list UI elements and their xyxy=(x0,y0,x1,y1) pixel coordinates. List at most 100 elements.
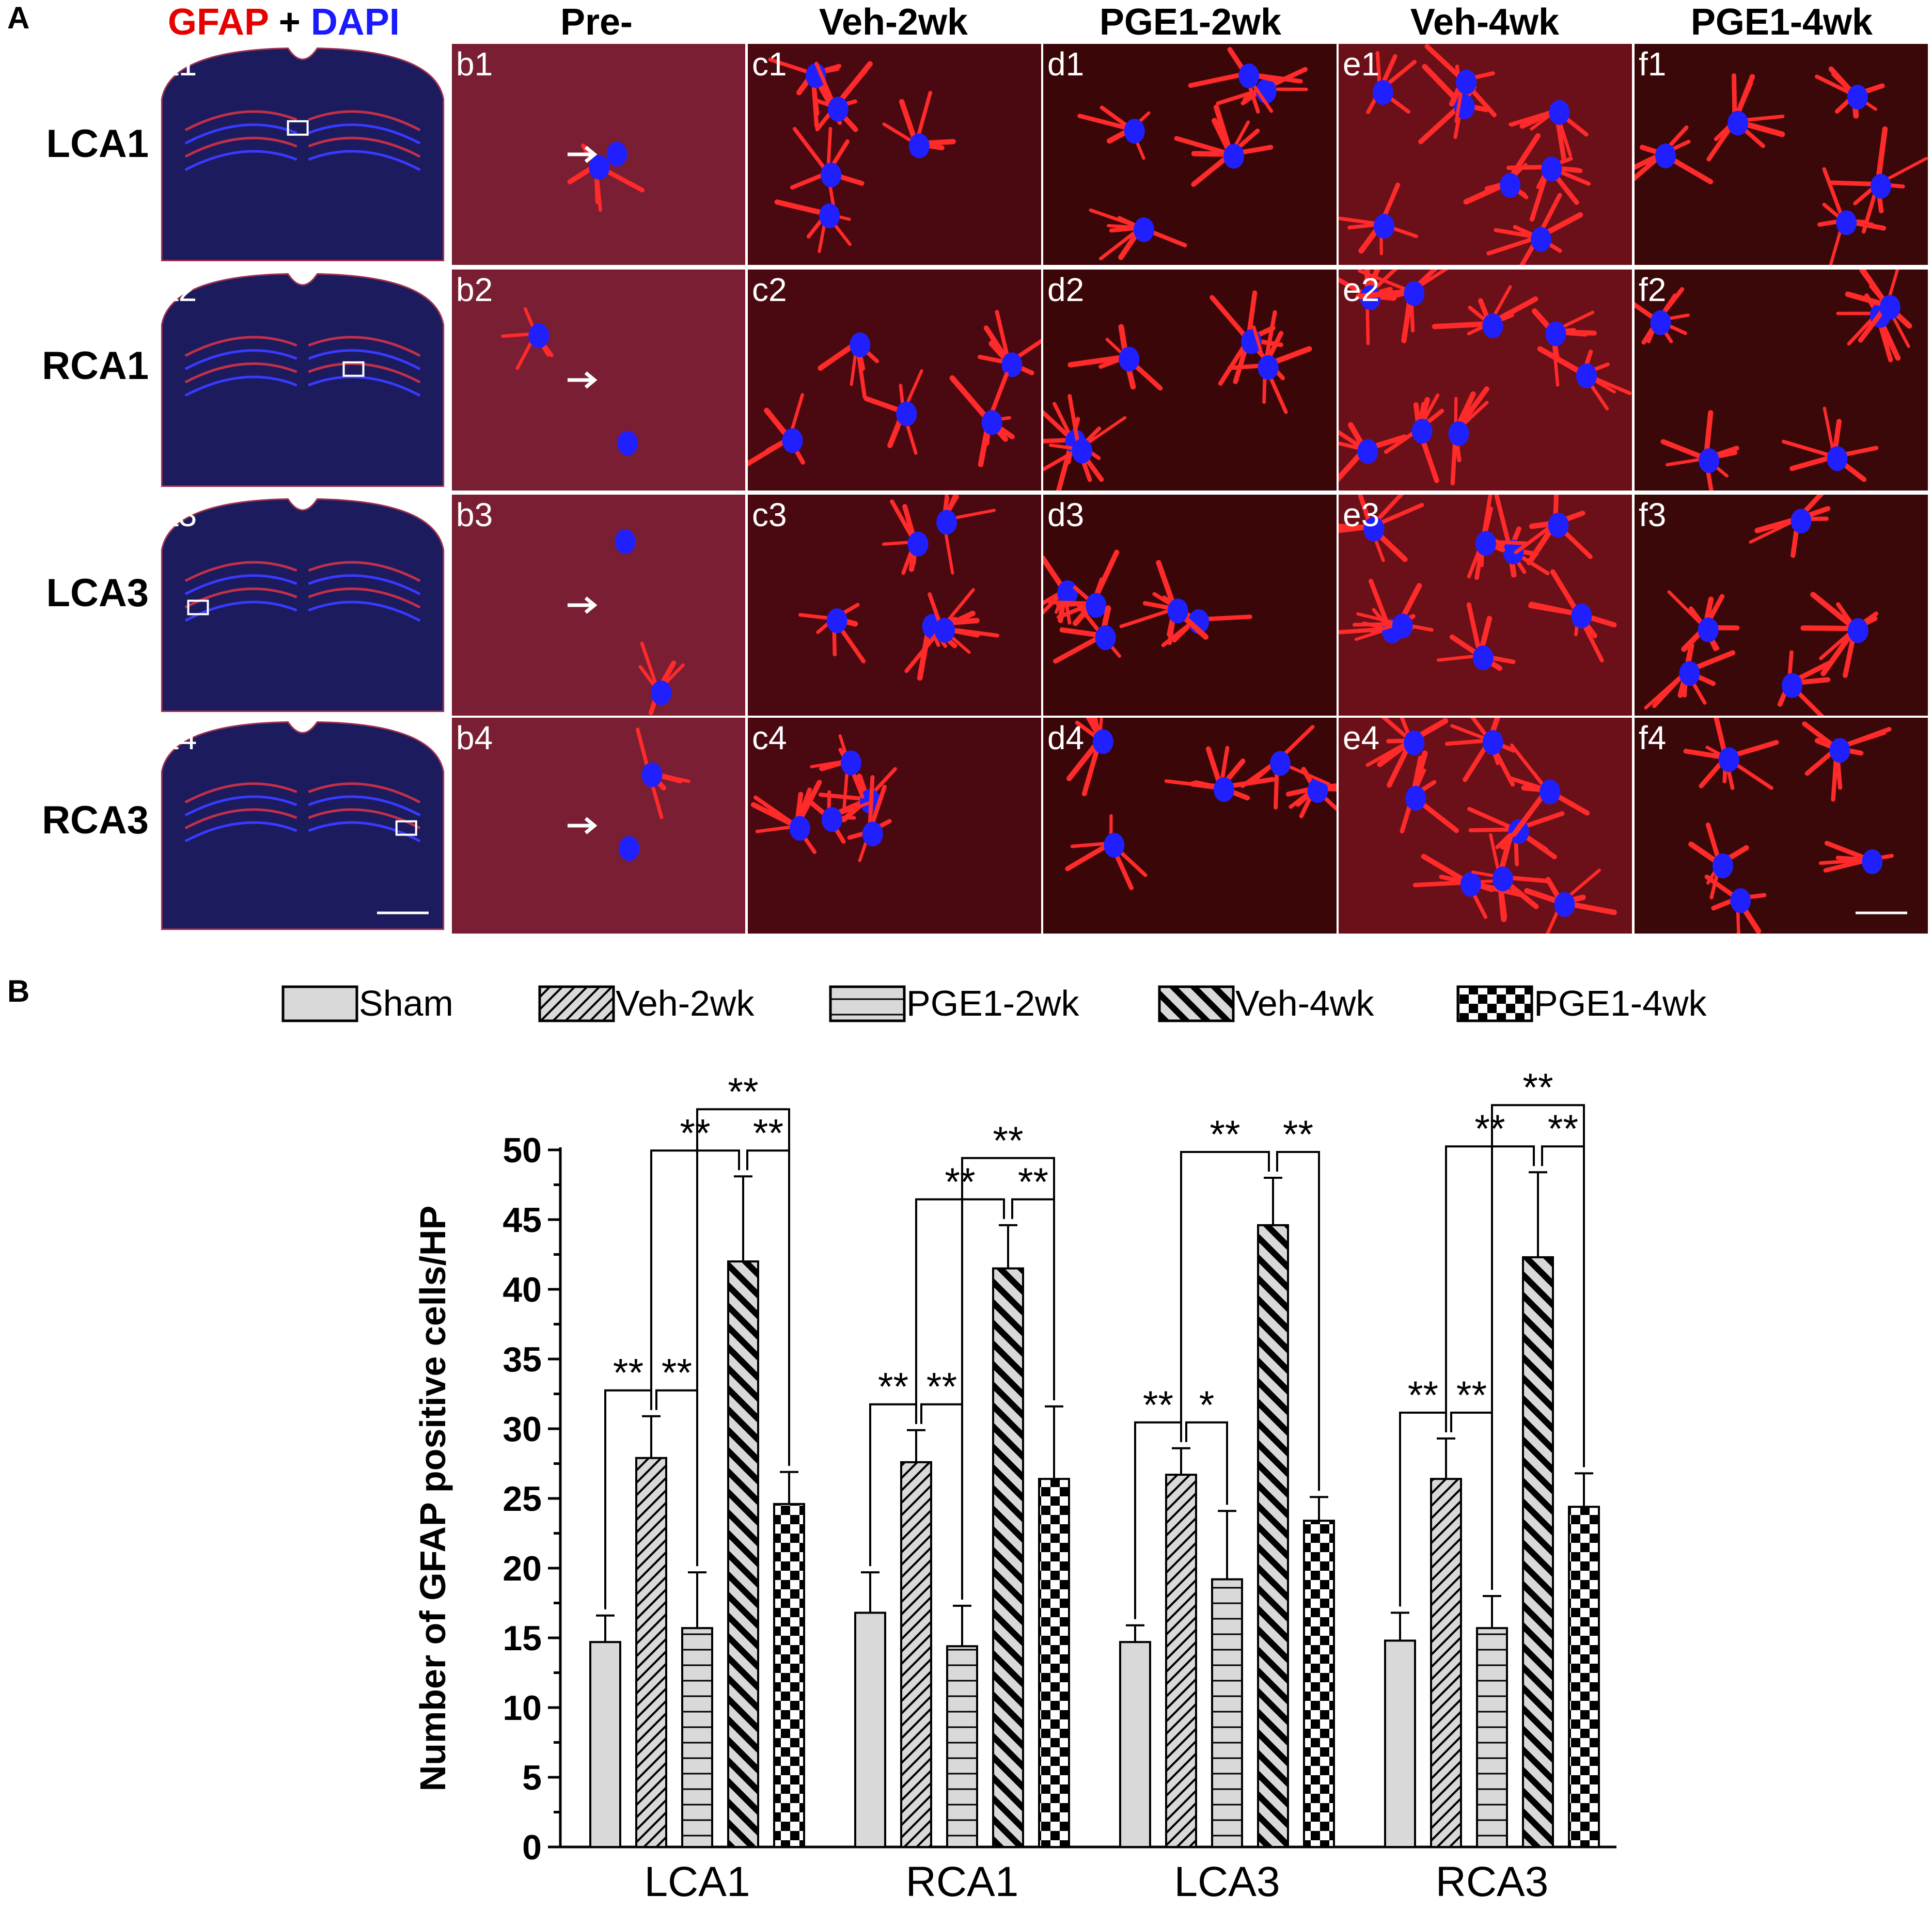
significance-label: ** xyxy=(1456,1373,1487,1417)
x-tick-label: LCA1 xyxy=(644,1858,750,1905)
micrograph-c2: c2 xyxy=(748,270,1041,491)
legend-label: PGE1-2wk xyxy=(906,983,1080,1023)
micrograph-label: f1 xyxy=(1639,45,1667,83)
micrograph-label: f3 xyxy=(1639,496,1667,533)
y-tick-label: 45 xyxy=(502,1201,542,1240)
legend-item-pge1-2wk: PGE1-2wk xyxy=(829,983,1080,1023)
gfap-label: GFAP xyxy=(168,2,269,43)
micrograph-label: a2 xyxy=(160,271,197,308)
micrograph-label: a4 xyxy=(160,719,197,756)
micrograph-c3: c3 xyxy=(748,495,1041,716)
significance-label: ** xyxy=(1143,1383,1173,1427)
micrograph-label: d3 xyxy=(1047,496,1085,533)
bracket-line xyxy=(961,1157,1055,1600)
micrograph-label: e3 xyxy=(1343,496,1380,533)
y-tick-label: 50 xyxy=(502,1131,542,1170)
panel-a-letter: A xyxy=(7,1,30,35)
micrograph-d4: d4 xyxy=(1043,718,1337,934)
micrograph-label: e4 xyxy=(1343,719,1380,756)
legend-swatch xyxy=(829,985,906,1022)
significance-label: ** xyxy=(613,1351,643,1395)
bar-veh-4wk-rca1 xyxy=(992,1267,1024,1848)
dapi-label: DAPI xyxy=(310,2,400,43)
bar-sham-rca1 xyxy=(854,1612,886,1849)
significance-label: ** xyxy=(662,1351,692,1395)
micrograph-d3: d3 xyxy=(1043,495,1337,716)
significance-label: ** xyxy=(728,1070,758,1114)
bar-veh-4wk-lca1 xyxy=(727,1260,759,1848)
bar-veh-4wk-rca3 xyxy=(1522,1256,1554,1848)
significance-label: ** xyxy=(1283,1113,1313,1157)
legend-swatch xyxy=(538,985,615,1022)
bar-pge1-4wk-lca1 xyxy=(773,1503,805,1849)
x-tick-label: LCA3 xyxy=(1174,1858,1280,1905)
bracket-line xyxy=(1180,1151,1270,1442)
bar-sham-lca1 xyxy=(589,1641,621,1848)
bracket-line xyxy=(1185,1421,1228,1505)
significance-label: ** xyxy=(1548,1107,1578,1151)
micrograph-a3: a3 xyxy=(156,495,449,716)
significance-label: ** xyxy=(878,1365,908,1409)
legend-label: Veh-2wk xyxy=(616,983,755,1023)
y-tick-label: 30 xyxy=(502,1410,542,1449)
bracket-line xyxy=(1276,1151,1320,1491)
micrograph-b3: b3 xyxy=(452,495,745,716)
bar-sham-rca3 xyxy=(1384,1639,1416,1849)
row-label-lca1: LCA1 xyxy=(46,122,149,166)
micrograph-b2: b2 xyxy=(452,270,745,491)
micrograph-e1: e1 xyxy=(1339,44,1632,265)
micrograph-e3: e3 xyxy=(1339,495,1632,716)
bar-veh-2wk-lca1 xyxy=(635,1457,667,1848)
micrograph-f3: f3 xyxy=(1635,495,1928,716)
legend-label: Veh-4wk xyxy=(1235,983,1374,1023)
significance-bracket: ** xyxy=(915,1160,1005,1424)
micrograph-c4: c4 xyxy=(748,718,1041,934)
micrograph-label: d1 xyxy=(1047,45,1085,83)
chart-legend: Sham Veh-2wk PGE1-2wk Veh-4wk PGE1-4wk xyxy=(281,983,1707,1023)
y-tick-label: 20 xyxy=(502,1549,542,1588)
micrograph-b4: b4 xyxy=(452,718,745,934)
legend-label: Sham xyxy=(359,983,453,1023)
legend-swatch xyxy=(1456,985,1533,1022)
micrograph-d1: d1 xyxy=(1043,44,1337,265)
legend-label: PGE1-4wk xyxy=(1534,983,1707,1023)
micrograph-label: b1 xyxy=(456,45,493,83)
significance-bracket: ** xyxy=(1445,1107,1535,1432)
bar-pge1-2wk-lca1 xyxy=(681,1627,713,1848)
significance-label: ** xyxy=(993,1119,1023,1163)
significance-label: * xyxy=(1199,1383,1215,1427)
micrograph-f1: f1 xyxy=(1635,44,1928,265)
bar-pge1-2wk-rca1 xyxy=(946,1645,978,1848)
significance-bracket: ** xyxy=(1134,1383,1182,1619)
y-tick-label: 0 xyxy=(522,1828,542,1867)
micrograph-label: d2 xyxy=(1047,271,1085,308)
y-tick-label: 10 xyxy=(502,1688,542,1728)
legend-item-sham: Sham xyxy=(281,983,453,1023)
column-header-pge1-4wk: PGE1-4wk xyxy=(1690,2,1873,43)
micrograph-label: a3 xyxy=(160,496,197,533)
column-header-veh-2wk: Veh-2wk xyxy=(819,2,968,43)
micrograph-f2: f2 xyxy=(1635,270,1928,491)
significance-bracket: ** xyxy=(696,1070,790,1567)
micrograph-c1: c1 xyxy=(748,44,1041,265)
column-header-veh-4wk: Veh-4wk xyxy=(1410,2,1560,43)
plot-area: 0 5 10 15 20 25 30 35 40 45 50 Number of GFAP posit… xyxy=(413,1066,1616,1905)
micrograph-a4: a4 xyxy=(156,718,449,934)
y-tick-label: 15 xyxy=(502,1619,542,1658)
micrograph-label: b3 xyxy=(456,496,493,533)
legend-swatch xyxy=(281,985,358,1022)
significance-bracket: ** xyxy=(1491,1066,1585,1590)
significance-bracket: ** xyxy=(1276,1113,1320,1491)
micrograph-b1: b1 xyxy=(452,44,745,265)
legend-swatch xyxy=(1158,985,1235,1022)
micrograph-label: e1 xyxy=(1343,45,1380,83)
significance-bracket: * xyxy=(1185,1383,1228,1505)
legend-item-veh-2wk: Veh-2wk xyxy=(538,983,755,1023)
plus-label: + xyxy=(278,2,301,43)
bracket-line xyxy=(696,1108,790,1567)
bracket-line xyxy=(1491,1104,1585,1590)
micrograph-label: b4 xyxy=(456,719,493,756)
micrograph-a2: a2 xyxy=(156,270,449,491)
bar-veh-2wk-rca1 xyxy=(900,1461,932,1849)
significance-bracket: ** xyxy=(604,1351,652,1609)
